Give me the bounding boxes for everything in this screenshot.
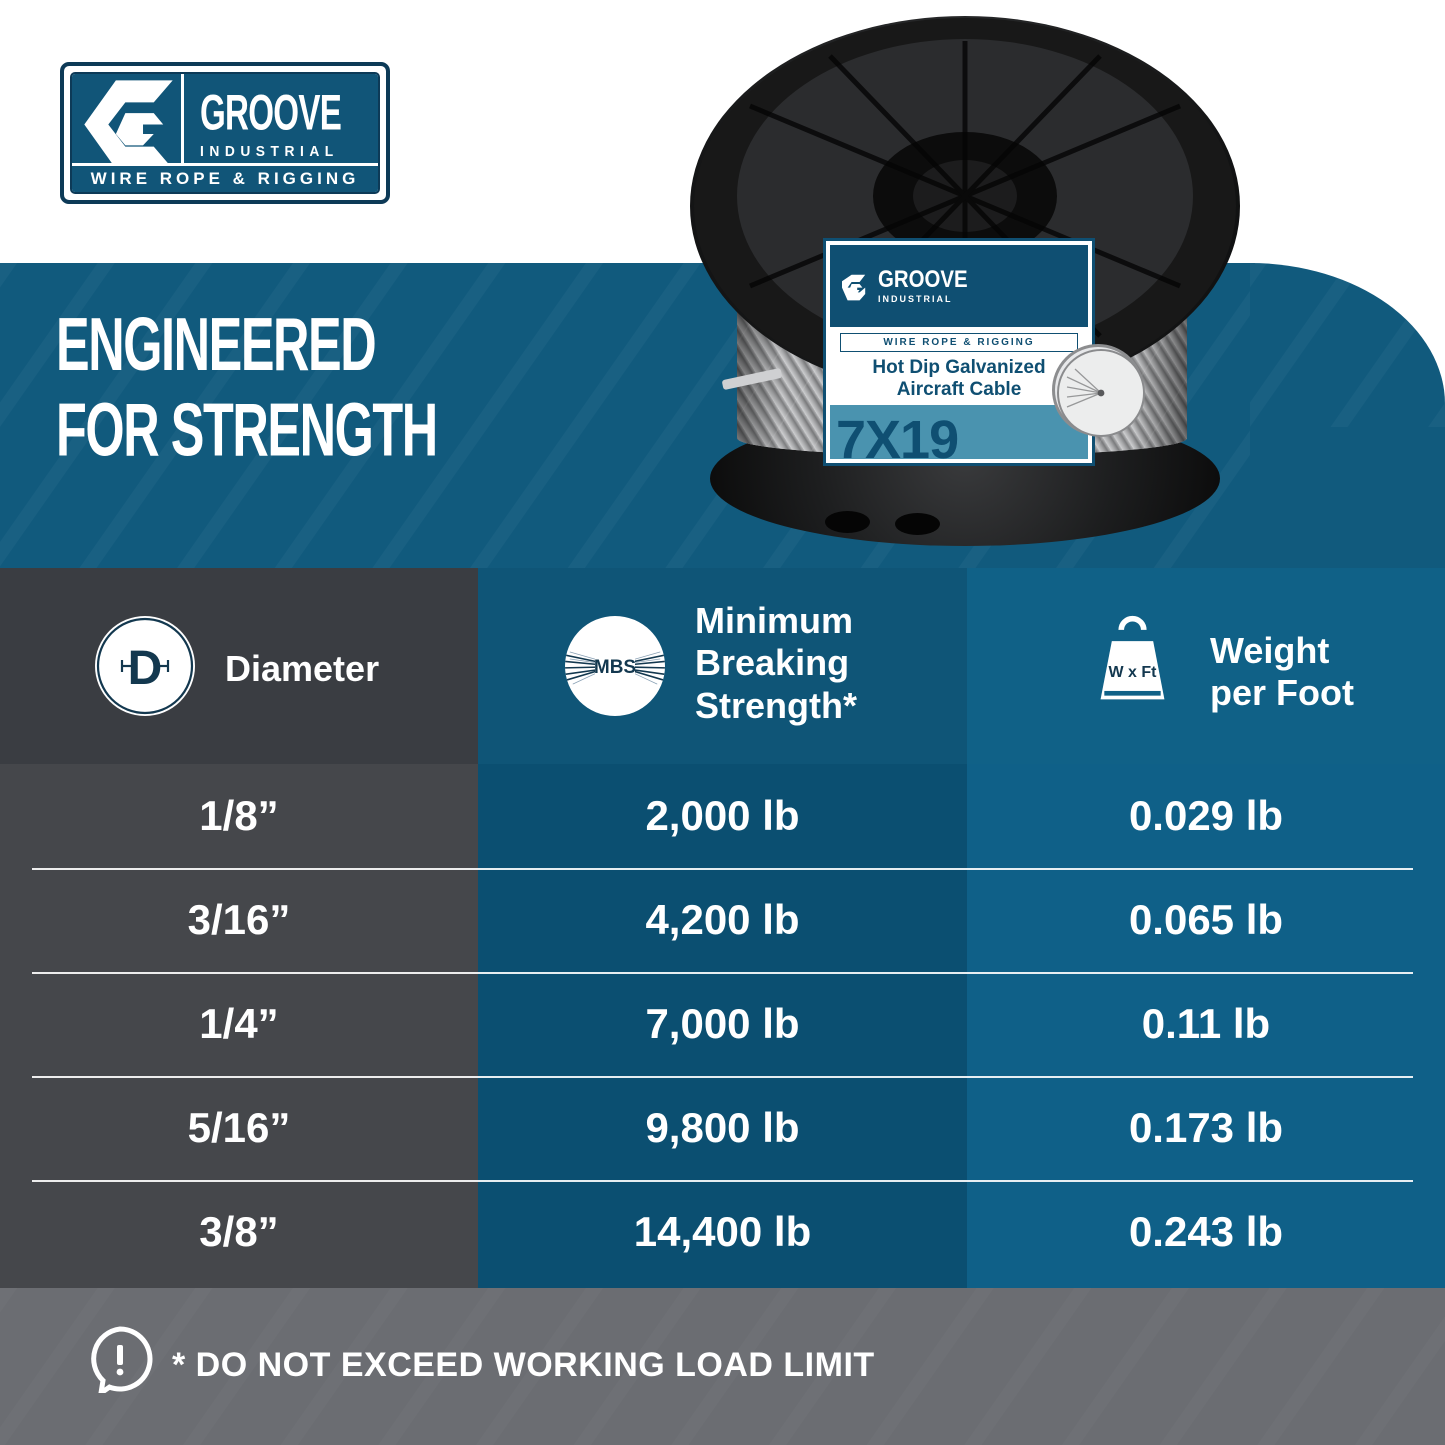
svg-text:D: D xyxy=(128,642,163,695)
svg-text:W x Ft: W x Ft xyxy=(1109,664,1158,681)
svg-text:MBS: MBS xyxy=(594,657,636,678)
